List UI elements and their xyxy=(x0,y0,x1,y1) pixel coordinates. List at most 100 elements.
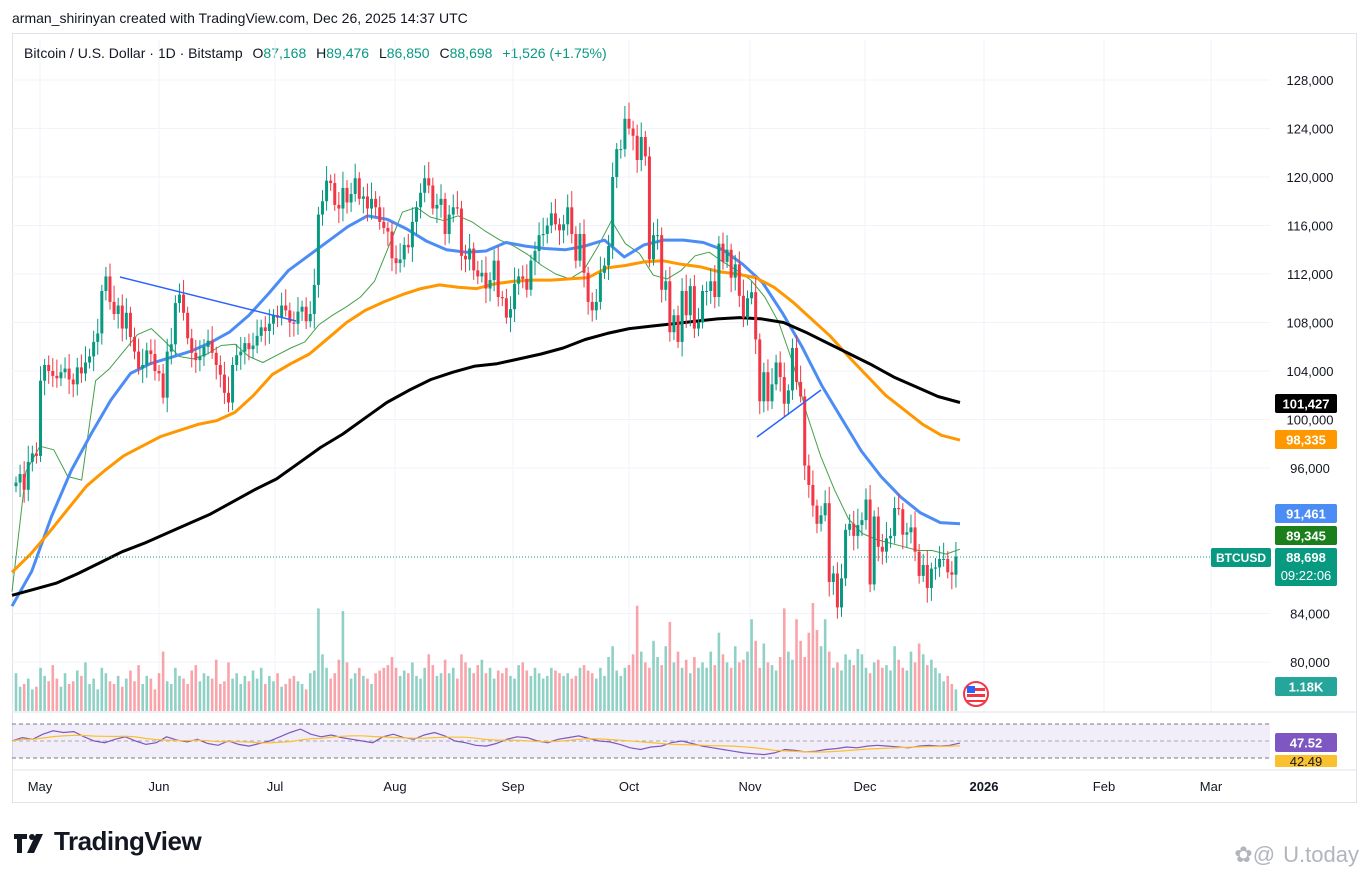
volume-bar xyxy=(63,673,67,711)
high-label: H xyxy=(316,45,327,61)
candlesticks xyxy=(14,102,958,619)
price-badge-bg xyxy=(1275,548,1337,586)
tradingview-logo[interactable]: TradingView xyxy=(14,826,202,857)
volume-bar xyxy=(913,662,917,711)
chart-frame[interactable] xyxy=(12,33,1357,803)
candle-body xyxy=(938,558,942,568)
volume-bar xyxy=(251,670,255,711)
time-tick-label: Aug xyxy=(383,779,406,794)
volume-bar xyxy=(815,630,819,711)
volume-bar xyxy=(247,681,251,711)
rsi-badge: 47.52 xyxy=(1290,736,1323,751)
trendline-upper[interactable] xyxy=(119,276,297,322)
volume-bar xyxy=(366,678,369,711)
volume-bar xyxy=(472,673,475,711)
candle-body xyxy=(664,281,668,290)
candle-body xyxy=(284,305,288,311)
volume-bar xyxy=(791,659,794,711)
volume-bar xyxy=(574,675,578,711)
candle-body xyxy=(692,286,696,329)
candle-body xyxy=(39,380,43,456)
price-tick-label: 104,000 xyxy=(1287,364,1334,379)
low-value: 86,850 xyxy=(386,45,430,61)
volume-bar xyxy=(26,678,30,711)
volume-bar xyxy=(190,670,194,711)
volume-bar xyxy=(210,678,214,711)
candle-body xyxy=(803,396,807,466)
candle-body xyxy=(406,244,410,248)
volume-bar xyxy=(427,654,431,711)
candle-body xyxy=(909,527,913,533)
volume-bar xyxy=(402,670,406,711)
candle-body xyxy=(807,465,811,485)
volume-bar xyxy=(308,673,312,711)
candle-body xyxy=(316,214,320,285)
candle-body xyxy=(190,338,194,353)
volume-bar xyxy=(337,659,341,711)
volume-bar xyxy=(378,670,382,711)
volume-bar xyxy=(223,681,226,711)
volume-bar xyxy=(75,670,79,711)
candle-body xyxy=(88,356,92,363)
volume-bar xyxy=(165,681,169,711)
candle-body xyxy=(255,335,259,346)
volume-bar xyxy=(742,659,745,711)
candle-body xyxy=(823,503,827,516)
volume-bar xyxy=(268,675,271,711)
candle-body xyxy=(607,246,611,266)
candle-body xyxy=(786,390,790,404)
volume-bar xyxy=(435,675,439,711)
price-tick-label: 108,000 xyxy=(1287,316,1334,331)
volume-bar xyxy=(513,678,516,711)
ma-100-badge-bg xyxy=(1275,430,1337,449)
volume-bar xyxy=(827,651,831,711)
flag-us-icon[interactable] xyxy=(963,681,989,707)
time-axis[interactable]: May Jun Jul Aug Sep Oct Nov Dec 2026 Feb Mar xyxy=(28,779,1223,794)
rsi-pane xyxy=(11,723,1270,759)
volume-bar xyxy=(439,673,443,711)
candle-body xyxy=(177,294,181,304)
volume-bar xyxy=(799,640,802,711)
volume-bar xyxy=(398,675,402,711)
rsi-band xyxy=(12,724,1270,758)
candle-body xyxy=(733,264,737,278)
volume-bar xyxy=(746,651,749,711)
volume-bar xyxy=(304,689,308,711)
candle-body xyxy=(901,509,905,535)
volume-bar xyxy=(938,673,941,711)
candle-body xyxy=(390,231,394,259)
volume-bar xyxy=(709,651,713,711)
trendline-lower[interactable] xyxy=(756,389,822,438)
volume-bar xyxy=(868,673,872,711)
price-axis[interactable]: 80,000 84,000 96,000 100,000 104,000 108,000 1… xyxy=(1287,73,1334,670)
volume-bar xyxy=(627,665,631,711)
candle-body xyxy=(954,556,958,575)
candle-body xyxy=(835,573,839,608)
candle-body xyxy=(304,306,308,322)
price-tick-label: 84,000 xyxy=(1290,607,1330,622)
volume-bar xyxy=(370,684,373,711)
volume-bar xyxy=(161,651,165,711)
volume-bar xyxy=(648,667,651,711)
candle-body xyxy=(925,565,929,589)
candle-body xyxy=(476,270,480,277)
candle-body xyxy=(917,551,921,576)
candle-body xyxy=(721,243,725,262)
volume-bar xyxy=(713,665,717,711)
volume-bar xyxy=(599,667,602,711)
volume-bar xyxy=(819,646,823,711)
volume-bar xyxy=(942,681,945,711)
candle-body xyxy=(410,221,414,248)
volume-bar xyxy=(644,662,647,711)
volume-bar xyxy=(88,684,91,711)
volume-bar xyxy=(480,659,484,711)
trend-drawings[interactable] xyxy=(119,276,822,438)
volume-bar xyxy=(684,659,688,711)
candle-body xyxy=(737,264,741,296)
volume-bar xyxy=(664,646,668,711)
candle-body xyxy=(893,508,897,536)
volume-bar xyxy=(795,619,798,711)
candle-body xyxy=(508,309,512,318)
time-tick-label: Dec xyxy=(853,779,877,794)
